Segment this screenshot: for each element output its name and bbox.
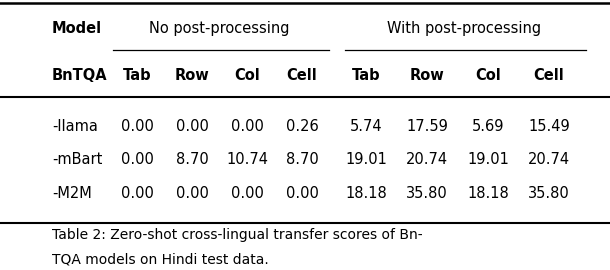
Text: 5.69: 5.69 — [472, 119, 504, 134]
Text: -M2M: -M2M — [52, 185, 92, 201]
Text: With post-processing: With post-processing — [387, 21, 540, 36]
Text: 0.00: 0.00 — [176, 185, 209, 201]
Text: 0.00: 0.00 — [231, 119, 264, 134]
Text: -llama: -llama — [52, 119, 98, 134]
Text: Tab: Tab — [123, 68, 151, 83]
Text: 10.74: 10.74 — [226, 152, 268, 167]
Text: Col: Col — [475, 68, 501, 83]
Text: TQA models on Hindi test data.: TQA models on Hindi test data. — [52, 252, 268, 266]
Text: 0.00: 0.00 — [121, 185, 154, 201]
Text: BnTQA: BnTQA — [52, 68, 107, 83]
Text: 35.80: 35.80 — [528, 185, 570, 201]
Text: Row: Row — [410, 68, 444, 83]
Text: Cell: Cell — [534, 68, 564, 83]
Text: 19.01: 19.01 — [345, 152, 387, 167]
Text: 15.49: 15.49 — [528, 119, 570, 134]
Text: Tab: Tab — [352, 68, 380, 83]
Text: Table 2: Zero-shot cross-lingual transfer scores of Bn-: Table 2: Zero-shot cross-lingual transfe… — [52, 228, 423, 242]
Text: 20.74: 20.74 — [528, 152, 570, 167]
Text: 0.00: 0.00 — [121, 152, 154, 167]
Text: 18.18: 18.18 — [345, 185, 387, 201]
Text: Cell: Cell — [287, 68, 317, 83]
Text: 8.70: 8.70 — [176, 152, 209, 167]
Text: 20.74: 20.74 — [406, 152, 448, 167]
Text: 35.80: 35.80 — [406, 185, 448, 201]
Text: Model: Model — [52, 21, 102, 36]
Text: -mBart: -mBart — [52, 152, 102, 167]
Text: Col: Col — [234, 68, 260, 83]
Text: 17.59: 17.59 — [406, 119, 448, 134]
Text: 19.01: 19.01 — [467, 152, 509, 167]
Text: 0.00: 0.00 — [231, 185, 264, 201]
Text: 0.00: 0.00 — [285, 185, 318, 201]
Text: 18.18: 18.18 — [467, 185, 509, 201]
Text: 8.70: 8.70 — [285, 152, 318, 167]
Text: 0.00: 0.00 — [121, 119, 154, 134]
Text: No post-processing: No post-processing — [149, 21, 290, 36]
Text: 5.74: 5.74 — [350, 119, 382, 134]
Text: Row: Row — [175, 68, 209, 83]
Text: 0.26: 0.26 — [285, 119, 318, 134]
Text: 0.00: 0.00 — [176, 119, 209, 134]
